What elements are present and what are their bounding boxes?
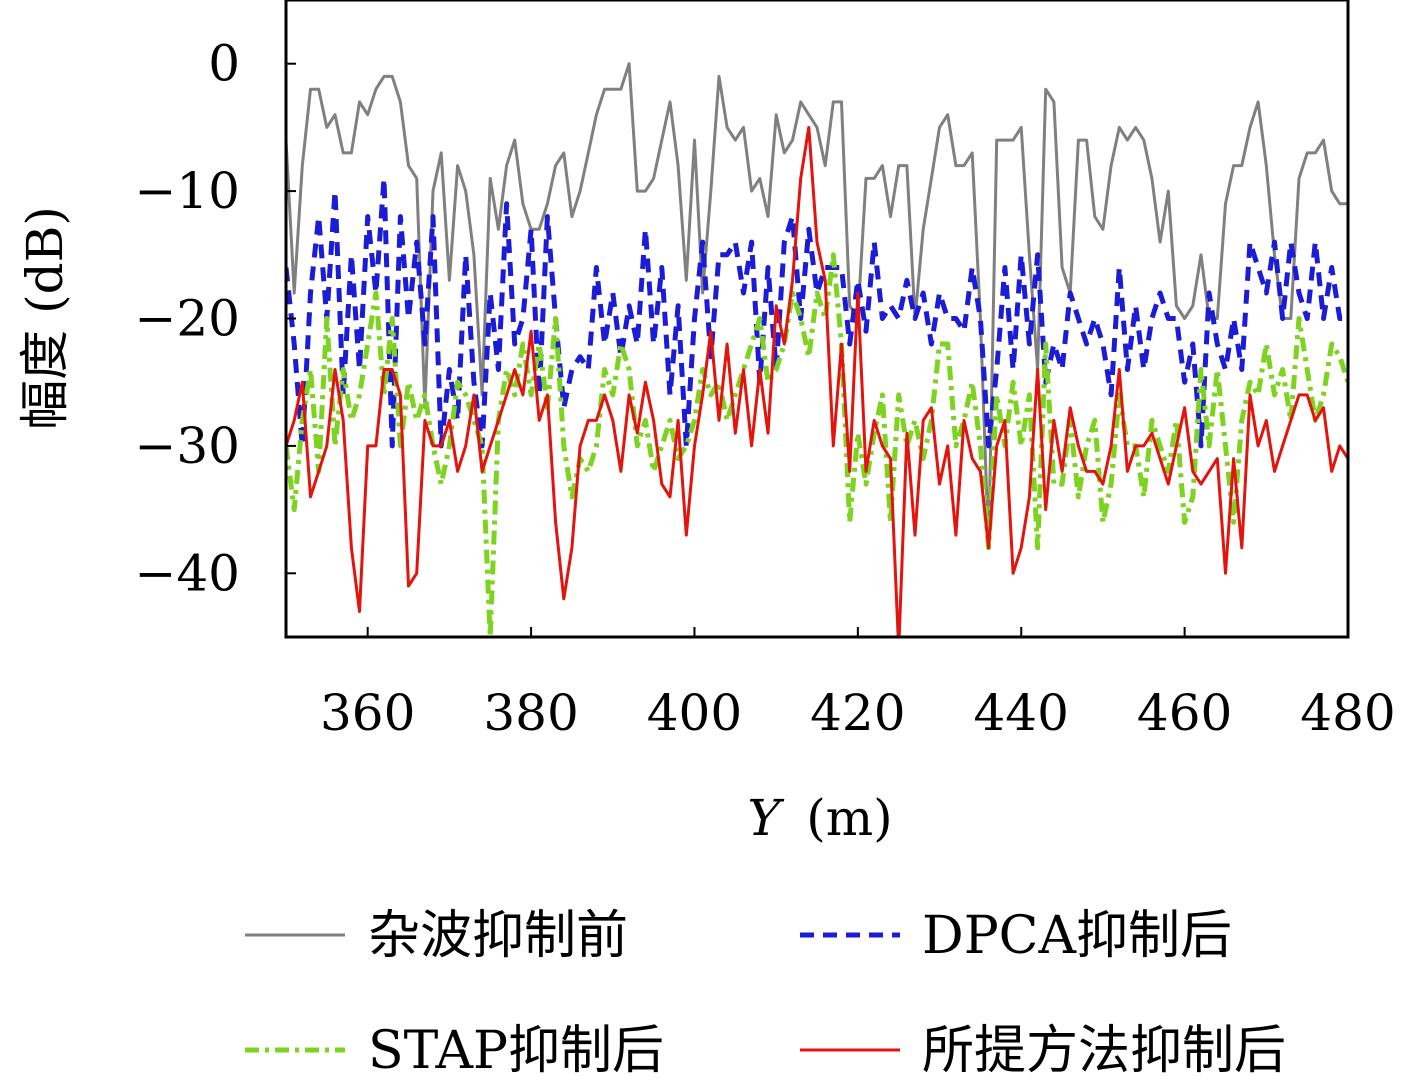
series-layer [286,62,1348,637]
y-axis: 0 −10 −20 −30 −40 [134,35,296,602]
series-line-3 [286,125,1348,637]
legend-label-2: STAP抑制后 [368,1021,664,1081]
legend-label-0: 杂波抑制前 [368,906,628,966]
x-tick-label: 380 [483,684,578,742]
y-tick-label: −10 [134,162,240,220]
y-tick-label: −20 [134,290,240,348]
legend-label-3: 所提方法抑制后 [922,1021,1286,1081]
x-tick-label: 440 [974,684,1069,742]
legend-label-1: DPCA抑制后 [922,906,1232,966]
x-tick-label: 420 [810,684,905,742]
x-tick-label: 480 [1300,684,1395,742]
x-tick-label: 360 [320,684,415,742]
x-axis-title: Y (m) [747,789,892,847]
series-line-0 [286,62,1348,550]
x-tick-label: 460 [1137,684,1232,742]
legend: 杂波抑制前 DPCA抑制后 STAP抑制后 所提方法抑制后 [245,906,1286,1081]
y-tick-label: 0 [208,35,240,93]
x-tick-label: 400 [647,684,742,742]
y-axis-title: 幅度 (dB) [16,206,74,430]
series-line-2 [286,252,1348,637]
y-tick-label: −40 [134,544,240,602]
y-tick-label: −30 [134,417,240,475]
series-line-1 [286,175,1348,449]
x-axis: 360 380 400 420 440 460 480 [320,627,1396,742]
plot-area-frame [284,0,1350,639]
